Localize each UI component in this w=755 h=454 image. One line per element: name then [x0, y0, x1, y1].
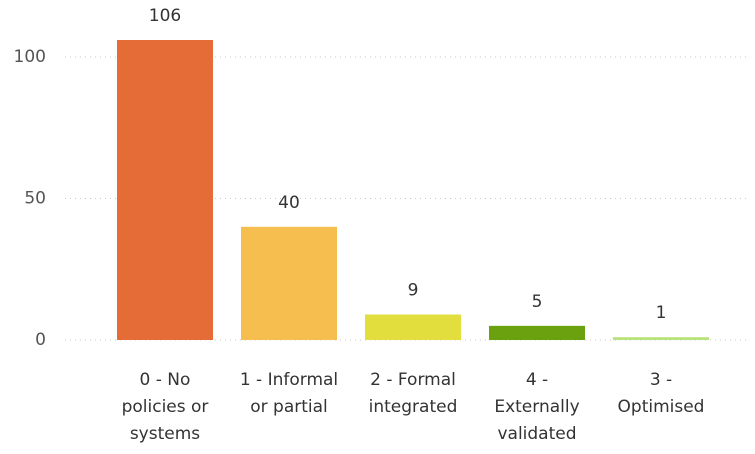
data-label: 1 — [656, 303, 667, 323]
bar — [117, 40, 213, 340]
bar — [241, 226, 337, 340]
x-tick-label: 4 -Externally validated — [494, 370, 579, 444]
x-tick-label: 3 -Optimised — [618, 370, 705, 417]
y-tick-label: 50 — [24, 188, 46, 208]
data-label: 5 — [532, 292, 543, 312]
y-tick-label: 100 — [14, 47, 46, 67]
x-tick-label: 0 - No policies or systems — [122, 370, 209, 444]
data-label: 9 — [408, 281, 419, 301]
bar — [489, 325, 585, 340]
bar — [613, 337, 709, 340]
data-label: 40 — [278, 193, 300, 213]
y-tick-label: 0 — [35, 330, 46, 350]
bar — [365, 314, 461, 340]
data-label: 106 — [149, 6, 181, 26]
x-tick-label: 2 - Formal integrated — [369, 370, 458, 417]
x-tick-label: 1 - Informal or partial — [240, 370, 338, 417]
